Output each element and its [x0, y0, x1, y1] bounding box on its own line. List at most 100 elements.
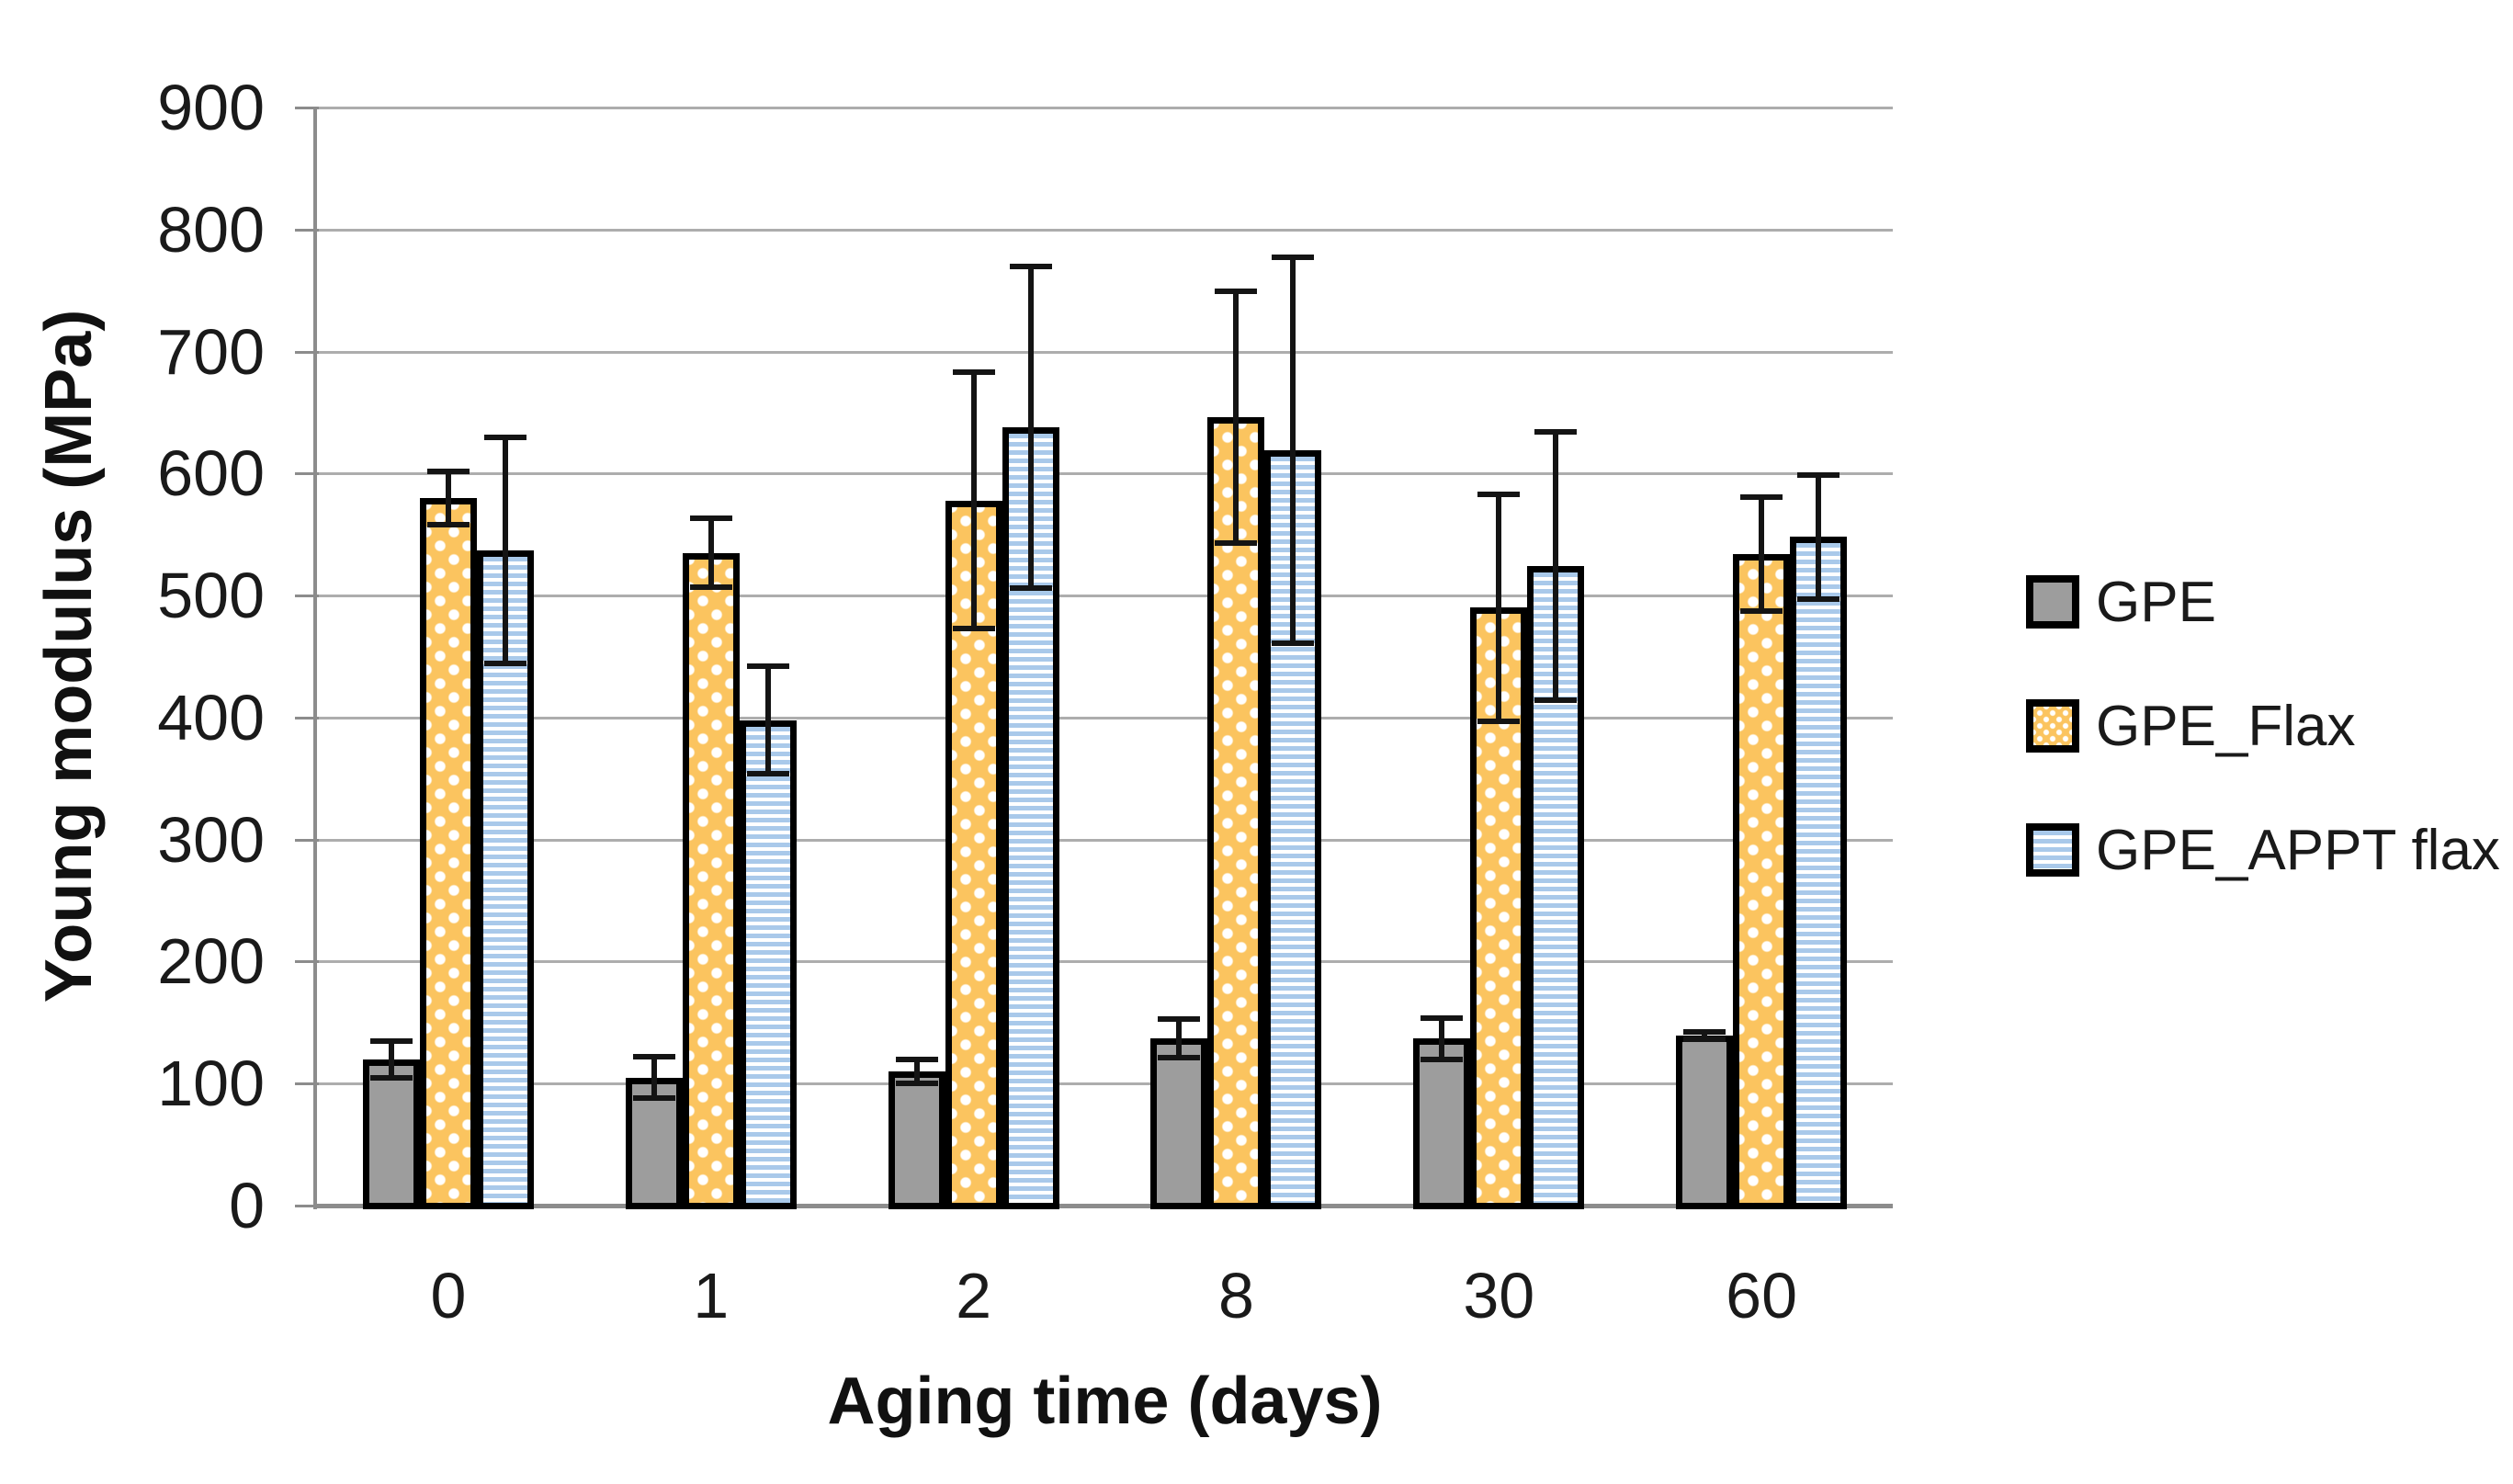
error-bar-cap-bottom	[1421, 1056, 1464, 1062]
error-bar-cap-bottom	[1534, 697, 1578, 704]
y-axis-tick	[295, 472, 319, 476]
error-bar-cap-top	[1797, 471, 1840, 478]
error-bar-cap-bottom	[1272, 640, 1315, 646]
error-bar-cap-top	[1272, 255, 1315, 261]
y-axis-title: Young modulus (MPa)	[32, 309, 106, 1003]
error-bar-cap-bottom	[689, 583, 732, 590]
y-tick-label: 800	[157, 193, 265, 266]
error-bar-cap-bottom	[1740, 608, 1783, 615]
error-bar-cap-top	[1740, 493, 1783, 500]
y-axis-tick	[295, 350, 319, 354]
error-bar-line	[1290, 257, 1296, 643]
error-bar-line	[1439, 1017, 1445, 1059]
y-axis-tick	[295, 960, 319, 964]
error-bar-line	[1553, 432, 1559, 701]
error-bar-line	[913, 1059, 920, 1084]
y-tick-label: 700	[157, 315, 265, 388]
error-bar-cap-top	[689, 515, 732, 522]
legend-label: GPE_APPT flax	[2096, 818, 2500, 882]
error-bar-cap-top	[895, 1056, 938, 1062]
gridline	[317, 472, 1893, 476]
error-bar-line	[1027, 266, 1034, 589]
error-bar-line	[502, 436, 508, 664]
error-bar-cap-bottom	[369, 1074, 413, 1081]
bar-GPE_APPT flax-day1	[739, 719, 797, 1209]
error-bar-cap-top	[632, 1054, 675, 1059]
bar-GPE_Flax-day0	[419, 497, 477, 1209]
error-bar-line	[1702, 1032, 1708, 1040]
error-bar-line	[1233, 291, 1240, 543]
y-tick-label: 900	[157, 72, 265, 143]
legend-item-GPE_Flax: GPE_Flax	[2026, 695, 2500, 758]
x-axis-line	[317, 1204, 1893, 1208]
y-tick-label: 0	[229, 1170, 265, 1241]
legend-item-GPE: GPE	[2026, 571, 2500, 634]
y-axis-tick	[295, 1082, 319, 1086]
bar-GPE-day0	[362, 1059, 420, 1209]
gridline	[317, 838, 1893, 842]
x-tick-label-1: 1	[693, 1260, 730, 1331]
bar-GPE_Flax-day60	[1733, 553, 1791, 1209]
error-bar-line	[1816, 474, 1822, 600]
error-bar-cap-bottom	[1215, 540, 1258, 547]
error-bar-cap-top	[1215, 289, 1258, 295]
y-axis-tick	[295, 107, 319, 109]
y-axis-tick	[295, 838, 319, 842]
error-bar-line	[1496, 493, 1502, 721]
error-bar-line	[970, 372, 977, 629]
error-bar-cap-bottom	[632, 1095, 675, 1102]
y-axis-tick	[295, 1205, 319, 1207]
legend-label: GPE_Flax	[2096, 694, 2356, 758]
y-axis-tick	[295, 228, 319, 232]
error-bar-cap-top	[483, 434, 526, 440]
legend-label: GPE	[2096, 570, 2216, 634]
legend-swatch-solid-icon	[2026, 575, 2079, 629]
error-bar-line	[388, 1040, 394, 1078]
y-tick-label: 400	[157, 681, 265, 753]
error-bar-cap-bottom	[1158, 1055, 1201, 1061]
error-bar-cap-top	[1009, 263, 1052, 269]
error-bar-cap-bottom	[483, 661, 526, 667]
error-bar-cap-bottom	[1009, 585, 1052, 592]
error-bar-cap-bottom	[1683, 1037, 1726, 1043]
error-bar-cap-top	[1534, 429, 1578, 436]
bar-GPE-day60	[1676, 1036, 1734, 1209]
legend: GPE GPE_Flax GPE_APPT flax	[2026, 571, 2500, 882]
bar-GPE_Flax-day1	[682, 552, 740, 1209]
error-bar-cap-top	[1683, 1029, 1726, 1036]
error-bar-cap-bottom	[746, 770, 789, 776]
error-bar-line	[445, 470, 451, 526]
error-bar-cap-bottom	[1797, 596, 1840, 603]
error-bar-line	[764, 666, 771, 774]
gridline	[317, 228, 1893, 232]
error-bar-cap-top	[369, 1037, 413, 1044]
error-bar-line	[707, 518, 714, 587]
error-bar-cap-top	[1158, 1015, 1201, 1022]
y-tick-label: 500	[157, 560, 265, 632]
error-bar-cap-bottom	[895, 1081, 938, 1087]
x-tick-label-0: 0	[430, 1260, 467, 1331]
error-bar-cap-bottom	[426, 522, 470, 528]
y-tick-label: 100	[157, 1048, 265, 1120]
error-bar-cap-bottom	[952, 625, 995, 631]
error-bar-line	[1759, 496, 1765, 612]
bar-GPE-day8	[1150, 1038, 1208, 1209]
legend-swatch-hstripes-icon	[2026, 823, 2079, 877]
gridline	[317, 107, 1893, 109]
error-bar-line	[651, 1057, 657, 1099]
error-bar-cap-top	[426, 468, 470, 474]
y-axis-tick	[295, 716, 319, 719]
y-tick-label: 300	[157, 803, 265, 876]
bar-GPE-day30	[1413, 1038, 1471, 1209]
gridline	[317, 960, 1893, 964]
y-axis-tick	[295, 595, 319, 598]
gridline	[317, 716, 1893, 719]
error-bar-line	[1176, 1018, 1183, 1059]
gridline	[317, 595, 1893, 598]
y-tick-label: 600	[157, 437, 265, 510]
legend-item-GPE_APPT flax: GPE_APPT flax	[2026, 819, 2500, 882]
error-bar-cap-top	[1421, 1014, 1464, 1021]
gridline	[317, 350, 1893, 354]
gridline	[317, 1082, 1893, 1086]
